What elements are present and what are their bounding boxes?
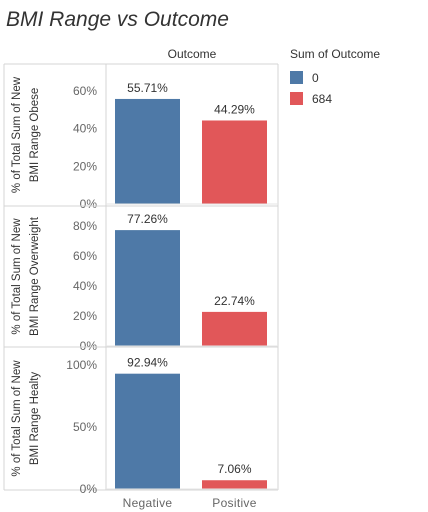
chart-title: BMI Range vs Outcome bbox=[6, 8, 229, 31]
y-tick-label: 0% bbox=[80, 339, 98, 353]
y-tick-label: 50% bbox=[73, 420, 97, 434]
x-category-label: Negative bbox=[123, 496, 173, 510]
data-label: 55.71% bbox=[127, 81, 168, 95]
y-tick-label: 60% bbox=[73, 84, 97, 98]
legend-swatch bbox=[290, 92, 303, 105]
legend-title: Sum of Outcome bbox=[290, 47, 381, 61]
y-tick-label: 100% bbox=[66, 358, 97, 372]
legend-item-0[interactable]: 0 bbox=[290, 67, 380, 88]
data-label: 22.74% bbox=[214, 294, 255, 308]
y-tick-label: 80% bbox=[73, 219, 97, 233]
bar-positive bbox=[202, 311, 267, 346]
column-header: Outcome bbox=[168, 47, 217, 61]
bar-positive bbox=[202, 480, 267, 489]
bar-negative bbox=[115, 373, 180, 489]
y-axis-title-line2: BMI Range Overweight bbox=[29, 216, 41, 336]
legend: Sum of Outcome 0 684 bbox=[290, 47, 380, 109]
bar-negative bbox=[115, 230, 180, 346]
y-tick-label: 0% bbox=[80, 482, 98, 496]
legend-swatch bbox=[290, 71, 303, 84]
y-tick-label: 20% bbox=[73, 309, 97, 323]
y-axis-title-line2: BMI Range Healty bbox=[29, 372, 41, 466]
y-tick-label: 40% bbox=[73, 279, 97, 293]
legend-item-label: 0 bbox=[312, 70, 319, 85]
bar-positive bbox=[202, 120, 267, 204]
bar-negative bbox=[115, 98, 180, 204]
y-axis-title-line1: % of Total Sum of New bbox=[11, 218, 23, 335]
data-label: 7.06% bbox=[217, 462, 251, 476]
y-tick-label: 0% bbox=[80, 197, 98, 211]
y-axis-title-line2: BMI Range Obese bbox=[29, 88, 41, 183]
data-label: 77.26% bbox=[127, 212, 168, 226]
y-axis-title-line1: % of Total Sum of New bbox=[11, 360, 23, 477]
legend-item-label: 684 bbox=[312, 91, 333, 106]
data-label: 44.29% bbox=[214, 102, 255, 116]
y-tick-label: 40% bbox=[73, 122, 97, 136]
data-label: 92.94% bbox=[127, 356, 168, 370]
x-category-label: Positive bbox=[212, 496, 256, 510]
y-tick-label: 60% bbox=[73, 249, 97, 263]
legend-item-684[interactable]: 684 bbox=[290, 88, 380, 109]
y-axis-title-line1: % of Total Sum of New bbox=[11, 76, 23, 193]
y-tick-label: 20% bbox=[73, 159, 97, 173]
